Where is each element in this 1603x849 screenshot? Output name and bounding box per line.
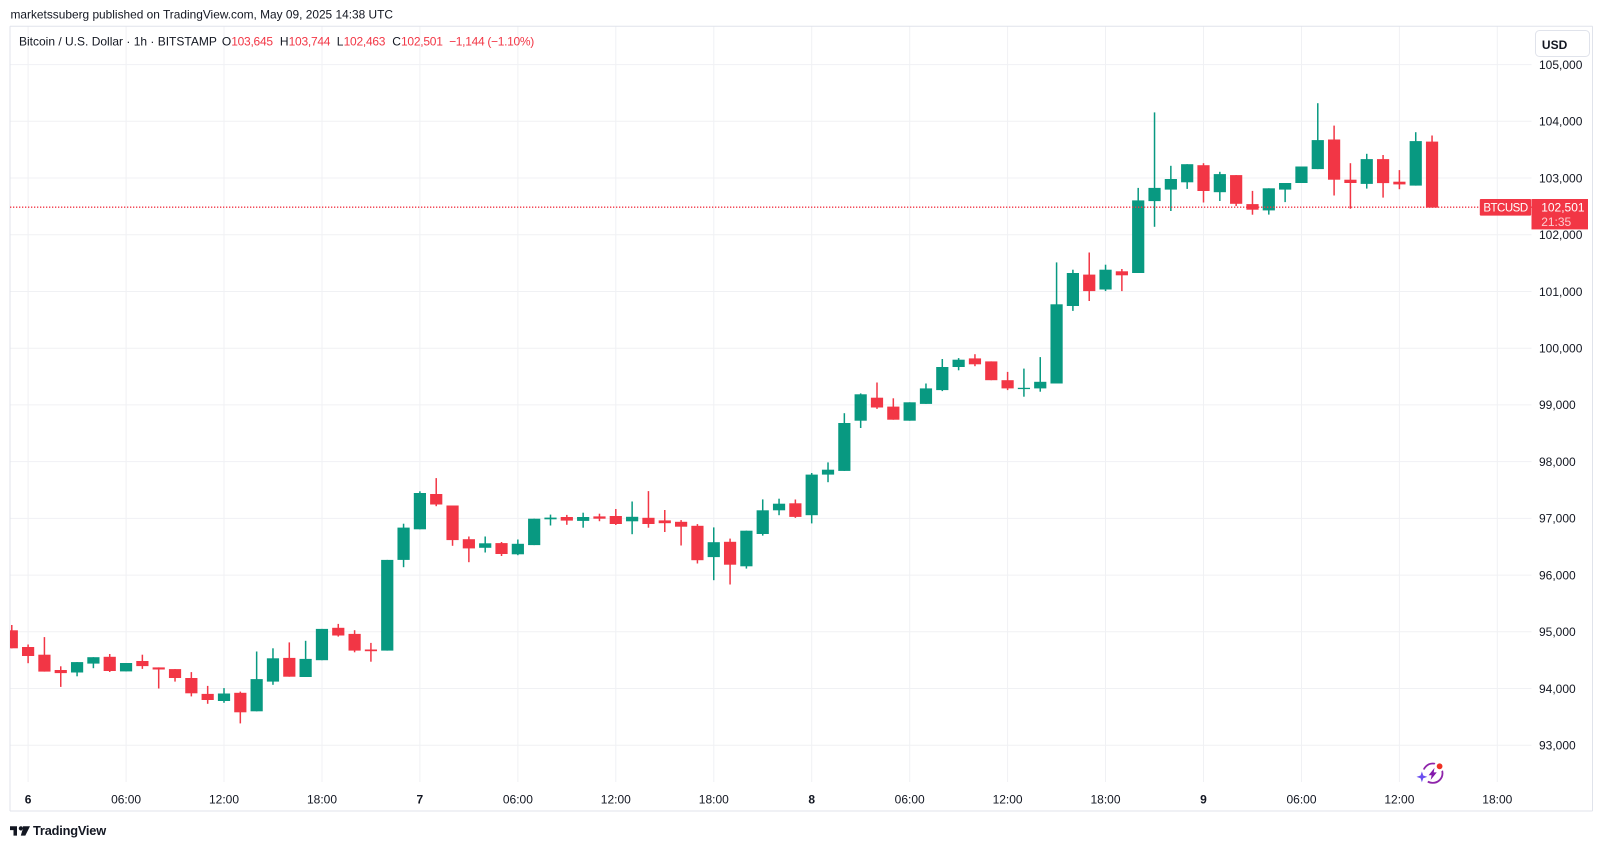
svg-text:06:00: 06:00 — [503, 792, 533, 806]
svg-text:99,000: 99,000 — [1539, 398, 1576, 412]
svg-text:94,000: 94,000 — [1539, 682, 1576, 696]
svg-text:98,000: 98,000 — [1539, 455, 1576, 469]
svg-text:Bitcoin / U.S. Dollar · 1h · B: Bitcoin / U.S. Dollar · 1h · BITSTAMP — [19, 35, 217, 49]
svg-text:−1,144 (−1.10%): −1,144 (−1.10%) — [449, 35, 534, 49]
svg-text:C: C — [392, 35, 401, 49]
svg-text:06:00: 06:00 — [1286, 792, 1316, 806]
svg-text:105,000: 105,000 — [1539, 58, 1583, 72]
svg-text:18:00: 18:00 — [307, 792, 337, 806]
svg-text:8: 8 — [808, 792, 815, 806]
svg-text:12:00: 12:00 — [993, 792, 1023, 806]
svg-text:101,000: 101,000 — [1539, 285, 1583, 299]
svg-text:18:00: 18:00 — [1482, 792, 1512, 806]
svg-text:103,000: 103,000 — [1539, 171, 1583, 185]
svg-text:12:00: 12:00 — [601, 792, 631, 806]
svg-text:95,000: 95,000 — [1539, 625, 1576, 639]
svg-text:H: H — [280, 35, 289, 49]
svg-text:L: L — [337, 35, 344, 49]
svg-text:21:35: 21:35 — [1541, 215, 1571, 229]
svg-text:12:00: 12:00 — [209, 792, 239, 806]
svg-text:93,000: 93,000 — [1539, 739, 1576, 753]
svg-text:103,744: 103,744 — [289, 35, 331, 49]
svg-text:102,501: 102,501 — [401, 35, 443, 49]
svg-text:104,000: 104,000 — [1539, 115, 1583, 129]
svg-text:97,000: 97,000 — [1539, 512, 1576, 526]
svg-text:18:00: 18:00 — [1090, 792, 1120, 806]
svg-text:96,000: 96,000 — [1539, 568, 1576, 582]
svg-text:6: 6 — [25, 792, 32, 806]
svg-text:USD: USD — [1542, 38, 1568, 52]
svg-text:O: O — [222, 35, 231, 49]
svg-text:102,501: 102,501 — [1541, 200, 1585, 214]
svg-text:102,463: 102,463 — [344, 35, 386, 49]
svg-text:9: 9 — [1200, 792, 1207, 806]
svg-text:12:00: 12:00 — [1384, 792, 1414, 806]
svg-text:7: 7 — [417, 792, 424, 806]
svg-text:102,000: 102,000 — [1539, 228, 1583, 242]
svg-text:06:00: 06:00 — [111, 792, 141, 806]
svg-text:BTCUSD: BTCUSD — [1483, 203, 1527, 215]
svg-text:06:00: 06:00 — [895, 792, 925, 806]
svg-text:103,645: 103,645 — [231, 35, 273, 49]
svg-text:TradingView: TradingView — [33, 823, 106, 838]
svg-text:100,000: 100,000 — [1539, 342, 1583, 356]
svg-text:18:00: 18:00 — [699, 792, 729, 806]
svg-text:marketssuberg published on Tra: marketssuberg published on TradingView.c… — [11, 7, 394, 21]
